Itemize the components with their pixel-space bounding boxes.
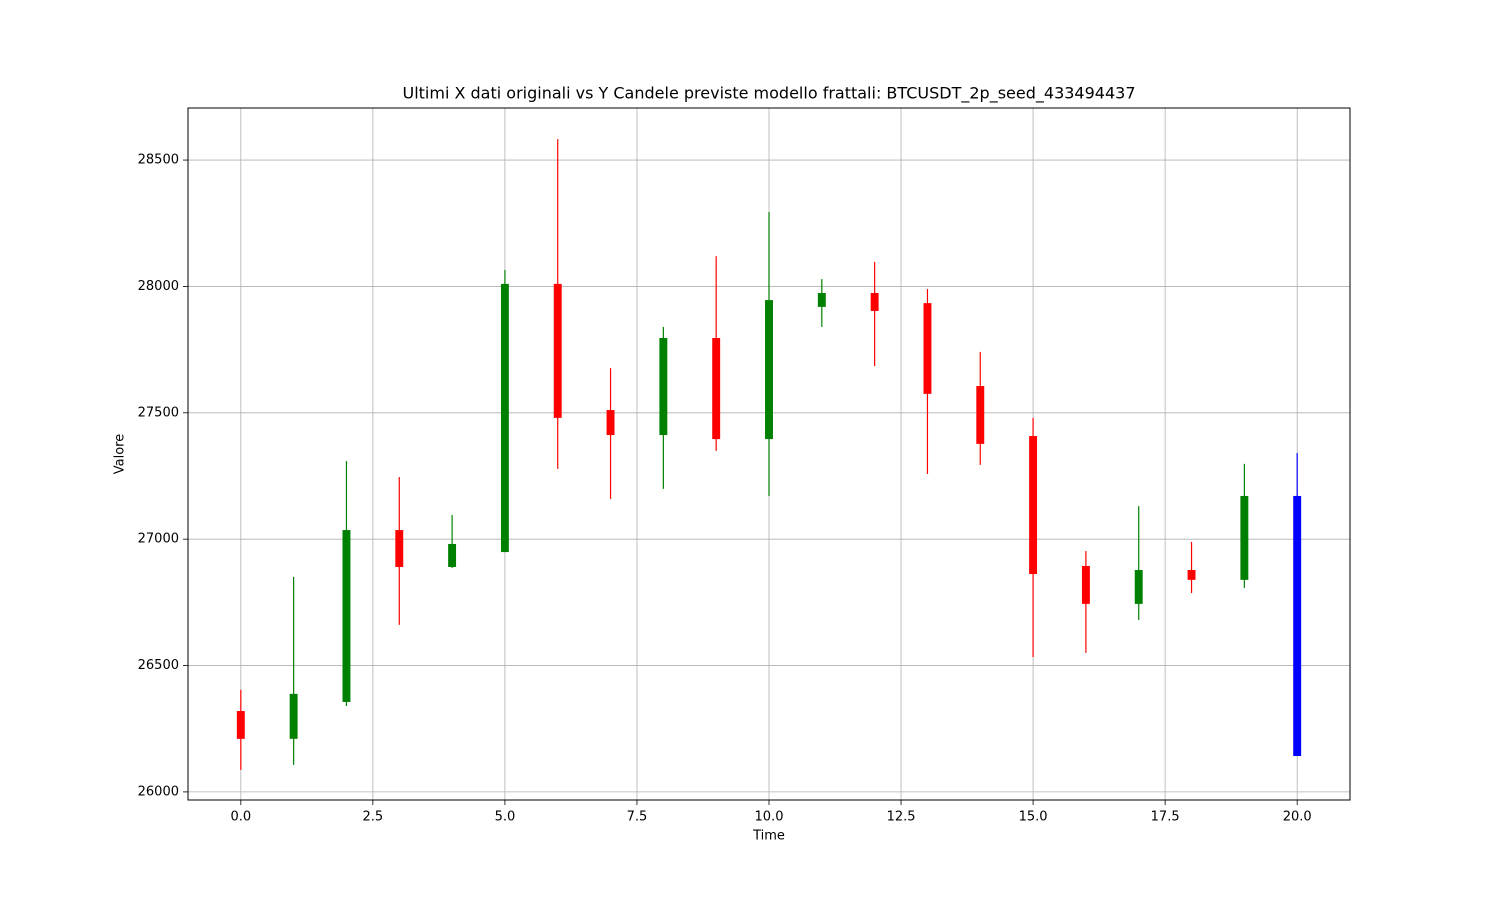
candle-body bbox=[712, 337, 721, 440]
candle-body bbox=[1029, 436, 1038, 575]
y-axis-label: Valore bbox=[113, 434, 128, 474]
candle-body bbox=[1081, 565, 1090, 604]
x-tick-label: 7.5 bbox=[627, 810, 648, 825]
chart-title: Ultimi X dati originali vs Y Candele pre… bbox=[402, 84, 1135, 104]
candle-body bbox=[976, 386, 985, 444]
candle-body bbox=[923, 303, 932, 394]
candle-body bbox=[1293, 495, 1302, 757]
x-tick-label: 12.5 bbox=[887, 810, 916, 825]
x-axis-label: Time bbox=[752, 829, 785, 844]
candle-body bbox=[1240, 495, 1249, 580]
x-tick-label: 10.0 bbox=[755, 810, 784, 825]
candle-body bbox=[1134, 570, 1143, 604]
candle-body bbox=[553, 283, 562, 418]
candle-body bbox=[817, 293, 826, 307]
candle-body bbox=[236, 711, 245, 739]
y-tick-label: 28000 bbox=[138, 279, 179, 294]
y-tick-label: 26500 bbox=[138, 658, 179, 673]
x-tick-label: 15.0 bbox=[1019, 810, 1048, 825]
x-tick-label: 17.5 bbox=[1151, 810, 1180, 825]
y-tick-label: 27000 bbox=[138, 532, 179, 547]
x-tick-label: 0.0 bbox=[230, 810, 251, 825]
candle-body bbox=[1187, 570, 1196, 580]
x-tick-label: 2.5 bbox=[363, 810, 384, 825]
y-tick-label: 26000 bbox=[138, 784, 179, 799]
x-tick-label: 20.0 bbox=[1283, 810, 1312, 825]
candle-body bbox=[870, 293, 879, 311]
candle-body bbox=[659, 337, 668, 436]
candle-body bbox=[606, 410, 615, 436]
candle-body bbox=[342, 530, 351, 702]
candle-body bbox=[289, 693, 298, 739]
y-tick-label: 27500 bbox=[138, 405, 179, 420]
x-tick-label: 5.0 bbox=[495, 810, 516, 825]
candle-body bbox=[500, 283, 509, 553]
candle-body bbox=[765, 300, 773, 440]
y-tick-label: 28500 bbox=[138, 153, 179, 168]
candle-body bbox=[395, 530, 404, 567]
plot-frame bbox=[187, 107, 1351, 801]
candle-body bbox=[448, 543, 457, 567]
